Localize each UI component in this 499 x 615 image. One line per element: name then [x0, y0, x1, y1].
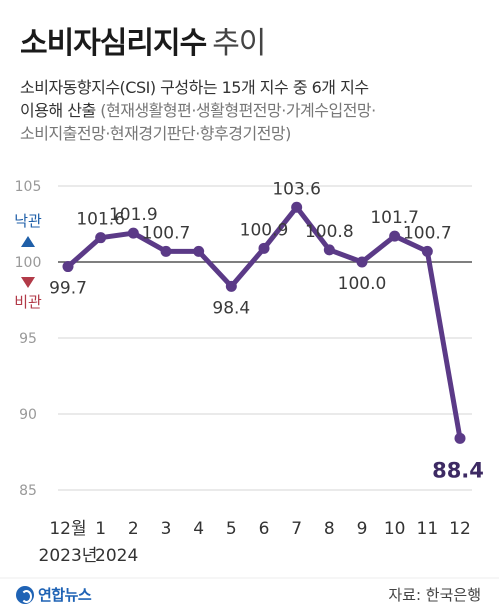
x-tick-label: 9	[357, 519, 368, 539]
data-point	[193, 245, 205, 257]
pessimism-label: 비관	[14, 293, 42, 311]
logo-icon	[16, 585, 34, 604]
subtitle-line-2-note: (현재생활형편·생활형편전망·가계수입전망·	[100, 101, 376, 120]
optimism-label: 낙관	[14, 212, 42, 230]
subtitle-line-2: 이용해 산출 (현재생활형편·생활형편전망·가계수입전망·	[20, 99, 490, 122]
year-label-2024: 2024	[95, 546, 138, 566]
data-label: 100.9	[240, 220, 289, 240]
data-label: 101.7	[370, 208, 419, 228]
data-point	[389, 230, 401, 242]
data-point	[95, 232, 107, 244]
x-tick-label: 11	[417, 519, 439, 539]
publisher-logo: 연합뉴스	[16, 584, 92, 605]
title-sub: 추이	[212, 26, 266, 61]
y-tick-label: 90	[19, 407, 37, 423]
data-point	[291, 201, 303, 213]
x-tick-label: 1	[95, 519, 106, 539]
subtitle-line-3: 소비지출전망·현재경기판단·향후경기전망)	[20, 124, 291, 143]
data-point	[62, 261, 74, 273]
data-label: 100.8	[305, 222, 354, 242]
x-tick-label: 6	[259, 519, 270, 539]
title-main: 소비자심리지수	[20, 26, 207, 61]
chart-title: 소비자심리지수 추이	[20, 18, 266, 62]
y-tick-label: 85	[19, 483, 37, 499]
x-tick-label: 4	[193, 519, 204, 539]
x-tick-label: 5	[226, 519, 237, 539]
up-triangle-icon	[21, 236, 35, 247]
chart-subtitle: 소비자동향지수(CSI) 구성하는 15개 지수 중 6개 지수 이용해 산출 …	[20, 76, 490, 145]
series-line	[65, 204, 463, 441]
x-tick-label: 12월	[49, 519, 86, 539]
data-point	[421, 245, 433, 257]
x-tick-label: 7	[291, 519, 302, 539]
data-label: 101.9	[109, 205, 158, 225]
data-point	[225, 280, 237, 292]
data-point	[454, 432, 466, 444]
y-tick-label: 100	[15, 255, 42, 271]
subtitle-line-1: 소비자동향지수(CSI) 구성하는 15개 지수 중 6개 지수	[20, 78, 369, 97]
data-label: 103.6	[272, 179, 321, 199]
data-point	[323, 244, 335, 256]
data-label: 100.0	[338, 274, 387, 294]
data-point	[258, 242, 270, 254]
data-label: 88.4	[432, 458, 484, 482]
subtitle-line-2-main: 이용해 산출	[20, 101, 96, 120]
data-label: 99.7	[49, 279, 87, 299]
x-tick-label: 8	[324, 519, 335, 539]
data-label: 100.7	[142, 223, 191, 243]
x-tick-label: 12	[449, 519, 471, 539]
x-tick-label: 2	[128, 519, 139, 539]
data-label: 100.7	[403, 223, 452, 243]
data-label: 98.4	[212, 298, 250, 318]
x-tick-label: 3	[161, 519, 172, 539]
y-tick-label: 105	[15, 179, 42, 195]
data-point	[127, 227, 139, 239]
source-note: 자료: 한국은행	[388, 586, 481, 604]
data-point	[160, 245, 172, 257]
down-triangle-icon	[21, 277, 35, 288]
x-tick-label: 10	[384, 519, 406, 539]
year-label-2023: 2023년	[39, 546, 98, 566]
data-point	[356, 256, 368, 268]
data-label: 101.6	[76, 210, 125, 230]
logo-text: 연합뉴스	[38, 586, 92, 604]
y-tick-label: 95	[19, 331, 37, 347]
